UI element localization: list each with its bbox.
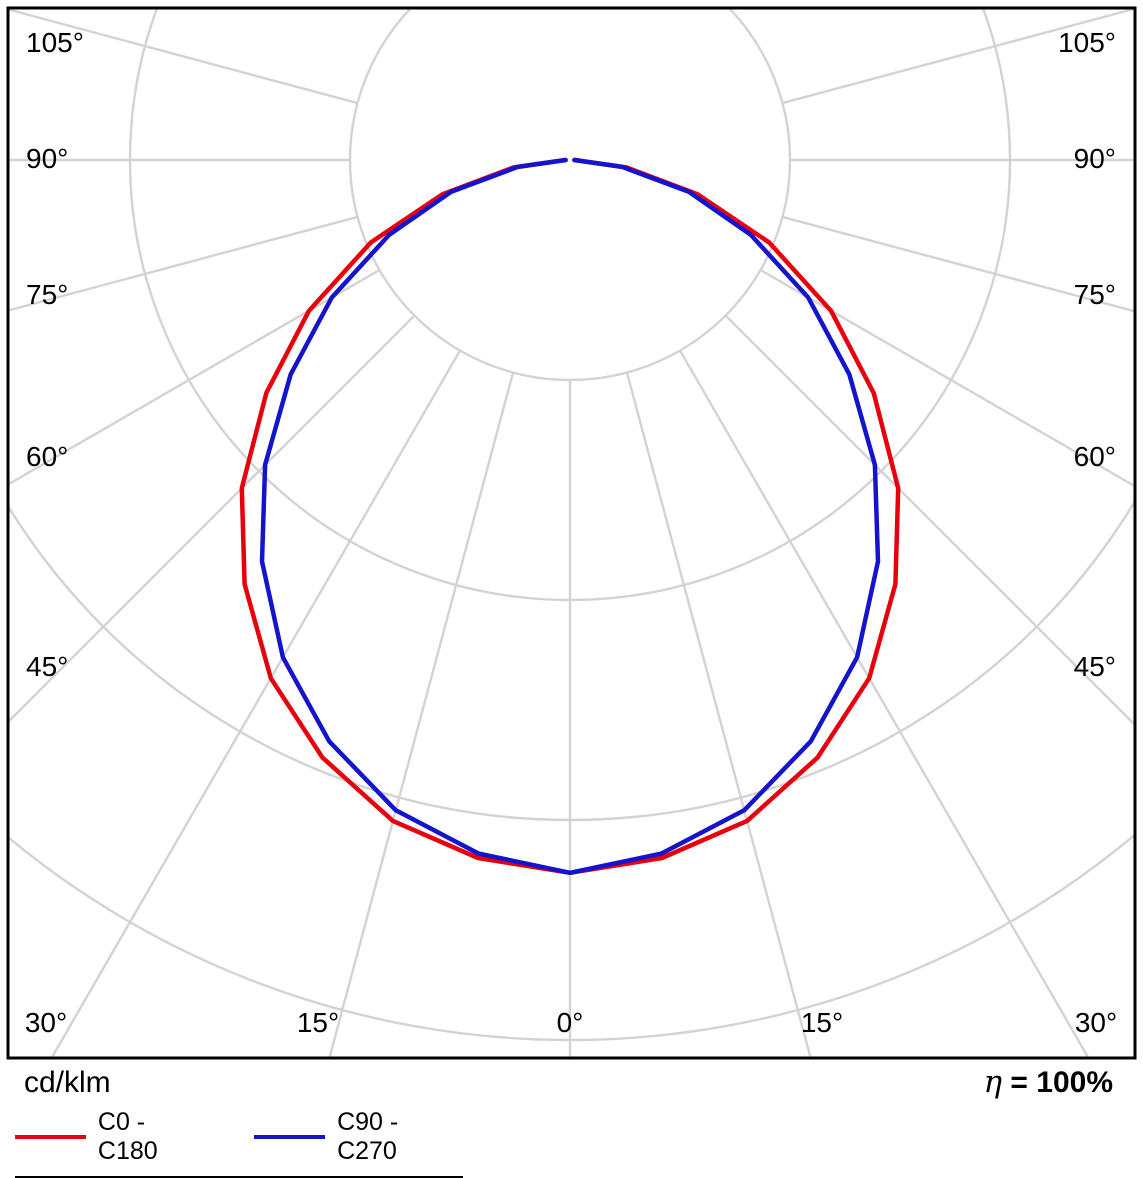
legend-label-c0-c180: C0 - C180 <box>97 1108 158 1165</box>
angle-label-bottom: 0° <box>557 1007 584 1038</box>
angle-labels: 105° 90° 75° 60° 45° 105° 90° 75° 60° 45° 30° 15° 0°… <box>25 27 1117 1038</box>
intensity-curves <box>239 157 901 876</box>
angle-label-right: 75° <box>1074 279 1116 310</box>
grid-spoke <box>328 372 515 1057</box>
angle-label-left: 75° <box>26 279 68 310</box>
angle-label-right: 45° <box>1074 651 1116 682</box>
grid-ring <box>348 9 792 382</box>
grid-spoke <box>782 215 1134 313</box>
grid-spoke <box>9 9 358 105</box>
angle-label-bottom: 15° <box>801 1007 843 1038</box>
angle-label-left: 45° <box>26 651 68 682</box>
legend: C0 - C180 C90 - C270 <box>15 1108 463 1178</box>
legend-label-c90-c270: C90 - C270 <box>337 1108 399 1165</box>
efficiency-value: = 100% <box>1010 1066 1113 1099</box>
grid-spoke <box>51 349 462 1057</box>
polar-chart-svg: 105° 90° 75° 60° 45° 105° 90° 75° 60° 45° 30° 15° 0°… <box>6 6 1137 1060</box>
grid-spoke <box>625 372 812 1057</box>
angle-label-right: 60° <box>1074 441 1116 472</box>
angle-label-right: 105° <box>1058 27 1116 58</box>
angle-label-right: 90° <box>1074 143 1116 174</box>
legend-line-red <box>15 1135 86 1139</box>
grid-spoke <box>782 9 1134 105</box>
footer: cd/klm η = 100% C0 - C180 C90 - C270 <box>0 1060 1143 1178</box>
plot-border <box>6 6 1137 1060</box>
legend-item-c0-c180: C0 - C180 <box>15 1108 210 1166</box>
angle-label-bottom: 30° <box>25 1007 67 1038</box>
grid-spoke <box>9 215 358 312</box>
polar-grid <box>9 9 1134 1057</box>
angle-label-bottom: 30° <box>1075 1007 1117 1038</box>
footer-row: cd/klm η = 100% <box>0 1060 1143 1100</box>
grid-spoke <box>9 314 416 723</box>
polar-photometric-chart: 105° 90° 75° 60° 45° 105° 90° 75° 60° 45° 30° 15° 0°… <box>6 6 1137 1060</box>
angle-label-left: 60° <box>26 441 68 472</box>
curve-c90-c270 <box>259 157 881 876</box>
grid-spoke <box>759 268 1134 487</box>
legend-item-c90-c270: C90 - C270 <box>254 1108 463 1166</box>
angle-label-left: 105° <box>26 27 84 58</box>
legend-line-blue <box>254 1135 326 1139</box>
angle-label-bottom: 15° <box>297 1007 339 1038</box>
eta-symbol: η <box>983 1064 1003 1100</box>
angle-label-left: 90° <box>26 143 68 174</box>
grid-ring <box>9 834 1134 1041</box>
grid-ring <box>9 500 1134 822</box>
grid-spoke <box>724 314 1134 726</box>
efficiency-label: η = 100% <box>983 1064 1113 1100</box>
grid-spoke <box>9 268 381 485</box>
grid-spoke <box>678 349 1089 1057</box>
units-label: cd/klm <box>24 1066 111 1099</box>
